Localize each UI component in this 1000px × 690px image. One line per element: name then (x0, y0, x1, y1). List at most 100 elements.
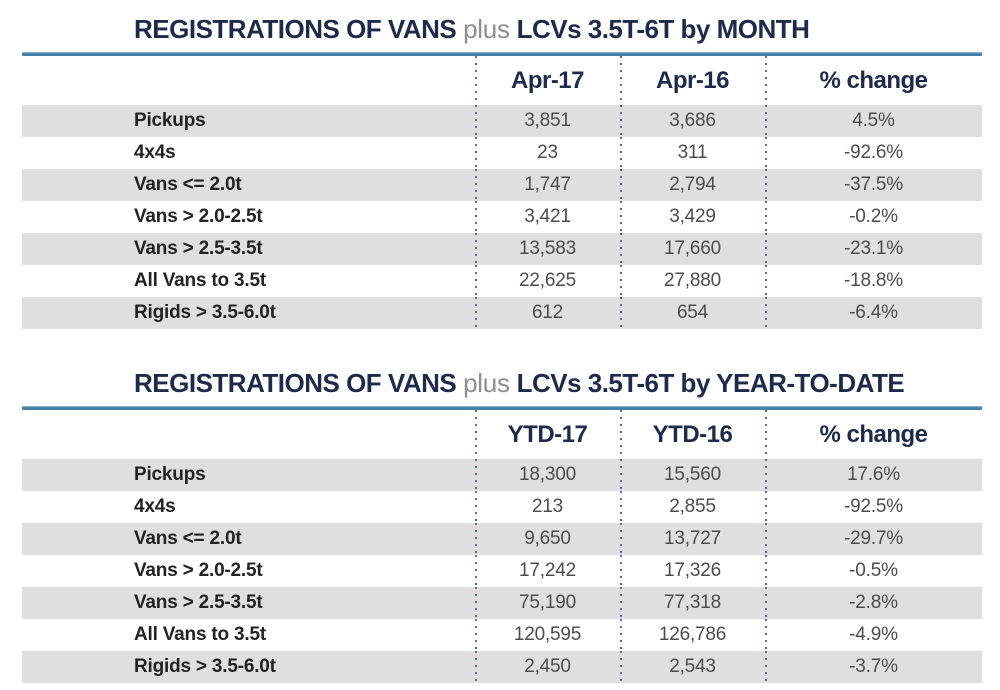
row-category-label: 4x4s (134, 496, 176, 517)
row-value-change: 17.6% (765, 459, 982, 491)
row-category-label: Vans > 2.5-3.5t (22, 587, 475, 619)
row-value-change: -6.4% (765, 297, 982, 329)
row-category-label: 4x4s (134, 142, 176, 163)
tail-cell (22, 683, 475, 690)
column-header-change: % change (765, 410, 982, 459)
dotted-line-tail (22, 329, 982, 338)
row-value-change: -29.7% (765, 523, 982, 555)
table-row: Rigids > 3.5-6.0t 2,450 2,543 -3.7% (22, 651, 982, 683)
row-category-label: Vans > 2.0-2.5t (134, 560, 263, 581)
row-category-label: Vans > 2.5-3.5t (22, 233, 475, 265)
tail-cell (620, 329, 765, 338)
title-underline-rule (22, 52, 982, 56)
header-empty-cell (22, 56, 475, 105)
table-row: Vans <= 2.0t 1,747 2,794 -37.5% (22, 169, 982, 201)
table-row: Pickups 18,300 15,560 17.6% (22, 459, 982, 491)
row-value-change: -23.1% (765, 233, 982, 265)
table-body: Pickups 3,851 3,686 4.5% 4x4s 23 311 -92… (22, 105, 982, 329)
row-category-label: Rigids > 3.5-6.0t (22, 651, 475, 683)
row-value-previous: 13,727 (620, 523, 765, 555)
row-category-label: Vans > 2.0-2.5t (134, 206, 263, 227)
table-body: Pickups 18,300 15,560 17.6% 4x4s 213 2,8… (22, 459, 982, 683)
row-value-previous: 2,543 (620, 651, 765, 683)
tail-cell (22, 329, 475, 338)
row-value-previous: 311 (620, 137, 765, 169)
tail-cell (475, 329, 620, 338)
table-row: 4x4s 213 2,855 -92.5% (22, 491, 982, 523)
row-category-label: Pickups (22, 459, 475, 491)
row-value-current: 22,625 (475, 265, 620, 297)
column-header-current: Apr-17 (475, 56, 620, 105)
row-value-current: 13,583 (475, 233, 620, 265)
row-value-change: -18.8% (765, 265, 982, 297)
registrations-table-month: REGISTRATIONS OF VANS plus LCVs 3.5T-6T … (22, 14, 982, 338)
row-value-change: -4.9% (765, 619, 982, 651)
row-value-previous: 17,326 (620, 555, 765, 587)
table-row: Vans > 2.5-3.5t 13,583 17,660 -23.1% (22, 233, 982, 265)
row-value-previous: 126,786 (620, 619, 765, 651)
table-row: Vans > 2.0-2.5t 3,421 3,429 -0.2% (22, 201, 982, 233)
table-row: 4x4s 23 311 -92.6% (22, 137, 982, 169)
title-underline-rule (22, 406, 982, 410)
column-header-previous: YTD-16 (620, 410, 765, 459)
row-value-change: -3.7% (765, 651, 982, 683)
title-segment-bold: LCVs 3.5T-6T by YEAR-TO-DATE (516, 368, 905, 398)
table-row: Vans > 2.5-3.5t 75,190 77,318 -2.8% (22, 587, 982, 619)
row-value-change: -0.5% (765, 555, 982, 587)
title-segment-bold: REGISTRATIONS OF VANS (134, 14, 457, 44)
table-header-row: Apr-17 Apr-16 % change (22, 56, 982, 105)
column-header-change: % change (765, 56, 982, 105)
row-value-current: 3,851 (475, 105, 620, 137)
row-value-current: 18,300 (475, 459, 620, 491)
row-category-label: Vans <= 2.0t (22, 523, 475, 555)
table-row: Pickups 3,851 3,686 4.5% (22, 105, 982, 137)
row-value-previous: 15,560 (620, 459, 765, 491)
registrations-table-ytd: REGISTRATIONS OF VANS plus LCVs 3.5T-6T … (22, 368, 982, 690)
table-title-month: REGISTRATIONS OF VANS plus LCVs 3.5T-6T … (134, 14, 982, 44)
row-value-change: -37.5% (765, 169, 982, 201)
table-row: Vans > 2.0-2.5t 17,242 17,326 -0.5% (22, 555, 982, 587)
title-segment-bold: REGISTRATIONS OF VANS (134, 368, 457, 398)
row-value-previous: 3,429 (620, 201, 765, 233)
row-category-label: Rigids > 3.5-6.0t (22, 297, 475, 329)
column-header-current: YTD-17 (475, 410, 620, 459)
row-value-current: 213 (475, 491, 620, 523)
row-value-change: -92.6% (765, 137, 982, 169)
tail-cell (475, 683, 620, 690)
row-value-previous: 3,686 (620, 105, 765, 137)
row-value-previous: 2,855 (620, 491, 765, 523)
title-segment-plus: plus (456, 368, 517, 398)
row-category-label: Pickups (22, 105, 475, 137)
title-segment-plus: plus (456, 14, 517, 44)
column-header-previous: Apr-16 (620, 56, 765, 105)
row-value-current: 23 (475, 137, 620, 169)
row-value-current: 120,595 (475, 619, 620, 651)
row-value-current: 1,747 (475, 169, 620, 201)
row-value-previous: 77,318 (620, 587, 765, 619)
tail-cell (620, 683, 765, 690)
row-value-previous: 17,660 (620, 233, 765, 265)
row-category-label: All Vans to 3.5t (134, 270, 266, 291)
row-value-current: 2,450 (475, 651, 620, 683)
header-empty-cell (22, 410, 475, 459)
row-value-change: -2.8% (765, 587, 982, 619)
row-value-current: 3,421 (475, 201, 620, 233)
table-row: All Vans to 3.5t 22,625 27,880 -18.8% (22, 265, 982, 297)
row-category-label: All Vans to 3.5t (134, 624, 266, 645)
table-row: All Vans to 3.5t 120,595 126,786 -4.9% (22, 619, 982, 651)
row-value-change: -0.2% (765, 201, 982, 233)
tail-cell (765, 329, 982, 338)
dotted-line-tail (22, 683, 982, 690)
row-value-current: 9,650 (475, 523, 620, 555)
row-value-change: -92.5% (765, 491, 982, 523)
row-value-current: 75,190 (475, 587, 620, 619)
row-value-previous: 654 (620, 297, 765, 329)
row-value-previous: 27,880 (620, 265, 765, 297)
table-title-ytd: REGISTRATIONS OF VANS plus LCVs 3.5T-6T … (134, 368, 982, 398)
row-value-change: 4.5% (765, 105, 982, 137)
tail-cell (765, 683, 982, 690)
table-header-row: YTD-17 YTD-16 % change (22, 410, 982, 459)
row-category-label: Vans <= 2.0t (22, 169, 475, 201)
row-value-previous: 2,794 (620, 169, 765, 201)
